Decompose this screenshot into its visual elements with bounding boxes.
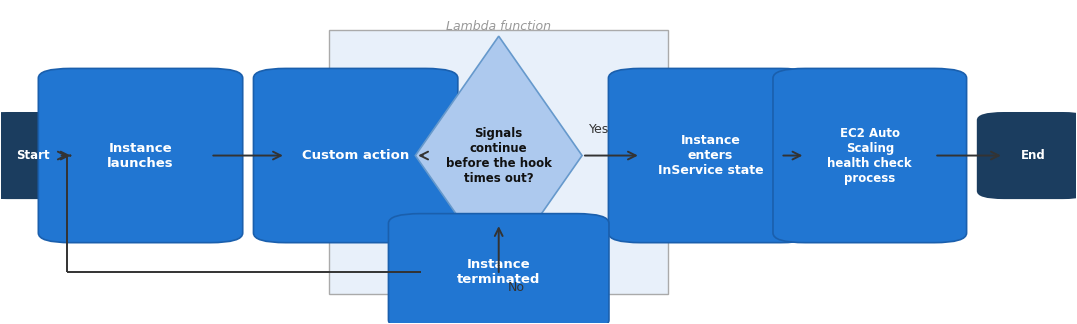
Text: Lambda function: Lambda function	[446, 20, 551, 33]
Text: Signals
continue
before the hook
times out?: Signals continue before the hook times o…	[446, 127, 551, 185]
FancyBboxPatch shape	[39, 68, 242, 243]
Text: Yes: Yes	[588, 123, 609, 136]
Text: EC2 Auto
Scaling
health check
process: EC2 Auto Scaling health check process	[827, 127, 912, 185]
FancyBboxPatch shape	[773, 68, 966, 243]
FancyBboxPatch shape	[609, 68, 813, 243]
FancyBboxPatch shape	[977, 112, 1077, 199]
Text: Start: Start	[16, 149, 50, 162]
FancyBboxPatch shape	[0, 112, 86, 199]
Text: Instance
enters
InService state: Instance enters InService state	[658, 134, 764, 177]
Text: End: End	[1021, 149, 1046, 162]
FancyBboxPatch shape	[389, 214, 609, 324]
Text: Instance
terminated: Instance terminated	[457, 258, 541, 286]
FancyBboxPatch shape	[328, 30, 668, 294]
Text: Custom action: Custom action	[302, 149, 409, 162]
Text: Instance
launches: Instance launches	[108, 142, 173, 169]
Text: No: No	[507, 281, 524, 294]
FancyBboxPatch shape	[253, 68, 458, 243]
Polygon shape	[416, 36, 582, 275]
